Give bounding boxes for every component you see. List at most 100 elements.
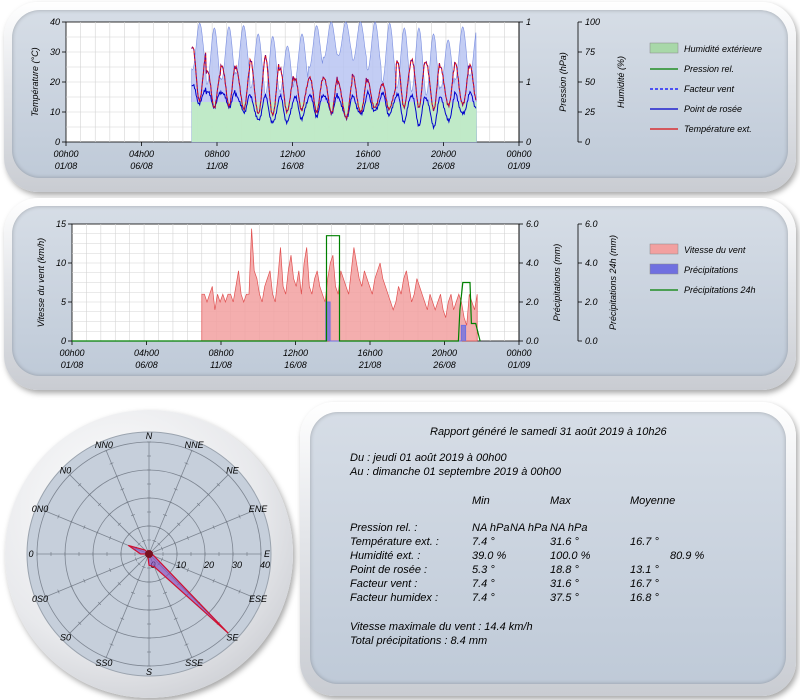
y-tick-label: 5 <box>61 297 67 307</box>
x-tick-date: 21/08 <box>356 161 380 171</box>
rose-tick <box>136 578 141 581</box>
rose-tick <box>96 573 99 578</box>
x-tick-date: 01/09 <box>508 360 531 370</box>
rose-tick <box>226 473 230 477</box>
y-tick-label: 15 <box>56 219 67 229</box>
rose-tick <box>173 541 176 546</box>
report-row-avg: NA hPa <box>550 522 588 534</box>
y-tick-label: 10 <box>56 258 66 268</box>
y-tick-label: 20 <box>49 77 60 87</box>
x-tick-label: 00h00 <box>53 149 78 159</box>
report-row-min: 5.3 ° <box>472 564 495 576</box>
report-row-avg: 13.1 ° <box>630 564 659 576</box>
rose-direction-label: ENE <box>249 504 269 514</box>
rain-24h-line <box>72 235 481 342</box>
secondary-axis-label: Humidité (%) <box>616 56 626 108</box>
rose-tick <box>107 591 112 596</box>
x-tick-date: 06/08 <box>130 161 153 171</box>
legend-swatch <box>649 243 679 255</box>
report-row-min: 7.4 ° <box>472 578 495 590</box>
rose-tick <box>127 532 131 536</box>
report-row-min: 39.0 % <box>472 550 507 562</box>
rose-tick <box>196 502 201 507</box>
rose-tick <box>83 578 86 583</box>
secondary-tick-label: 100 <box>585 17 600 27</box>
rose-tick <box>168 604 173 607</box>
legend-label: Pression rel. <box>684 64 734 74</box>
rose-direction-label: SS0 <box>95 658 112 668</box>
rose-tick <box>104 656 109 659</box>
x-tick-label: 20h00 <box>430 149 456 159</box>
legend-label: Vitesse du vent <box>684 245 746 255</box>
report-row-label: Humidité ext. : <box>350 550 421 562</box>
report-header-max: Max <box>550 495 571 507</box>
x-tick-date: 21/08 <box>358 360 382 370</box>
secondary-tick-label: 1 <box>526 17 531 27</box>
dewpoint-line <box>191 83 477 131</box>
rose-tick <box>44 509 47 514</box>
rose-tick <box>96 530 99 535</box>
report-from: Du : jeudi 01 août 2019 à 00h00 <box>350 452 507 464</box>
windchill-line <box>191 46 477 121</box>
report-row-max: 31.6 ° <box>550 536 579 548</box>
report-row-min: 7.4 ° <box>472 536 495 548</box>
x-tick-label: 04h00 <box>134 348 159 358</box>
rose-tick <box>141 540 146 543</box>
report-row-avg: 16.7 ° <box>630 536 659 548</box>
legend-swatch <box>649 263 679 275</box>
rose-direction-label: SSE <box>185 658 204 668</box>
report-row-max: 31.6 ° <box>550 578 579 590</box>
rose-tick <box>157 578 162 581</box>
rose-tick <box>184 643 189 646</box>
rose-tick <box>109 535 112 540</box>
rose-tick <box>97 502 102 507</box>
rose-tick <box>87 611 92 616</box>
rose-direction-label: 0S0 <box>32 594 48 604</box>
y-axis-label: Température (°C) <box>30 47 40 116</box>
rose-tick <box>251 509 254 514</box>
report-panel <box>300 402 796 696</box>
x-tick-label: 00h00 <box>506 348 531 358</box>
report-rain-total: Total précipitations : 8.4 mm <box>350 635 488 647</box>
rose-tick <box>212 578 215 583</box>
rose-direction-label: ESE <box>249 594 268 604</box>
rose-tick <box>114 475 119 478</box>
report-row-label: Température ext. : <box>350 536 439 548</box>
report-row-min: NA hPa <box>472 522 510 534</box>
secondary-tick-label: 2.0 <box>584 297 598 307</box>
rose-tick <box>130 591 135 594</box>
rose-ring-label: 10 <box>176 560 186 570</box>
rose-tick <box>152 540 157 543</box>
x-tick-label: 12h00 <box>280 149 305 159</box>
x-tick-label: 16h00 <box>357 348 382 358</box>
x-tick-label: 08h00 <box>204 149 229 159</box>
rose-center <box>145 550 153 558</box>
rose-tick <box>160 546 163 551</box>
report-to: Au : dimanche 01 septembre 2019 à 00h00 <box>350 466 561 478</box>
wind-rose: NNNENEENEEESESESSESSS0S00S000N0N0NN00102… <box>26 431 272 677</box>
rose-tick <box>122 562 125 567</box>
rose-tick <box>184 462 189 465</box>
x-tick-label: 20h00 <box>431 348 457 358</box>
y-tick-label: 0 <box>55 137 60 147</box>
rose-tick <box>127 572 131 576</box>
y-axis-label: Vitesse du vent (km/h) <box>36 238 46 327</box>
secondary-tick-label: 50 <box>585 77 595 87</box>
rose-direction-label: S0 <box>60 632 71 642</box>
rose-direction-label: S <box>146 667 152 677</box>
rose-tick <box>68 473 72 477</box>
rose-tick <box>78 621 82 625</box>
rose-tick <box>114 630 119 633</box>
rose-tick <box>130 514 135 517</box>
rose-tick <box>125 604 130 607</box>
rose-tick <box>97 601 102 606</box>
rose-tick <box>212 525 215 530</box>
rose-tick <box>57 589 60 594</box>
rose-tick <box>163 514 168 517</box>
rose-tick <box>117 522 121 526</box>
secondary-tick-label: 2.0 <box>525 297 539 307</box>
rose-tick <box>189 656 194 659</box>
x-tick-date: 26/08 <box>432 360 456 370</box>
x-tick-label: 00h00 <box>506 149 531 159</box>
legend-label: Température ext. <box>684 124 752 134</box>
